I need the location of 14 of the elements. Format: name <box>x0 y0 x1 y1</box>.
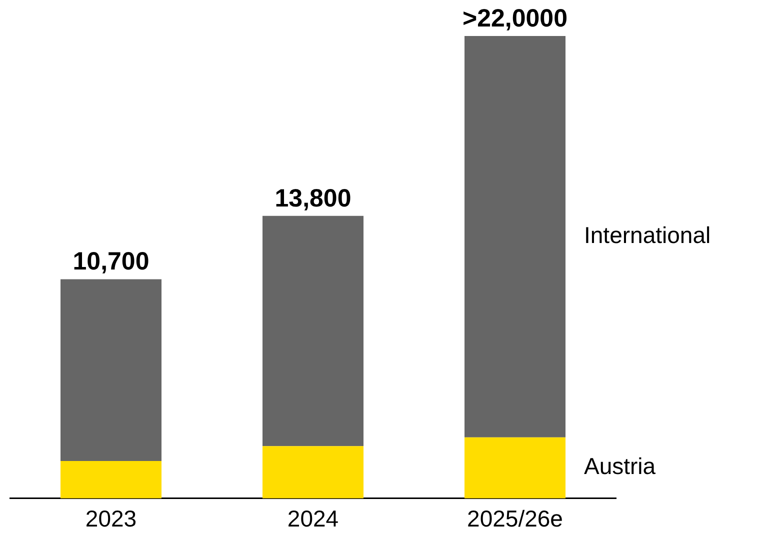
text: >22,0000 <box>462 4 568 32</box>
bar <box>464 36 566 438</box>
x-tick-label: 2024 <box>287 506 339 532</box>
bar <box>464 437 566 498</box>
annotation: 13,800 <box>274 184 352 212</box>
bar <box>60 279 162 461</box>
bar <box>60 460 162 498</box>
series-label: Austria <box>584 453 656 480</box>
x-tick-label: 2025/26e <box>467 506 563 532</box>
bar <box>262 446 364 498</box>
bar <box>262 216 364 446</box>
annotation: 10,700 <box>72 248 150 276</box>
series-label: International <box>584 222 711 248</box>
x-tick-label: 2023 <box>85 506 137 532</box>
